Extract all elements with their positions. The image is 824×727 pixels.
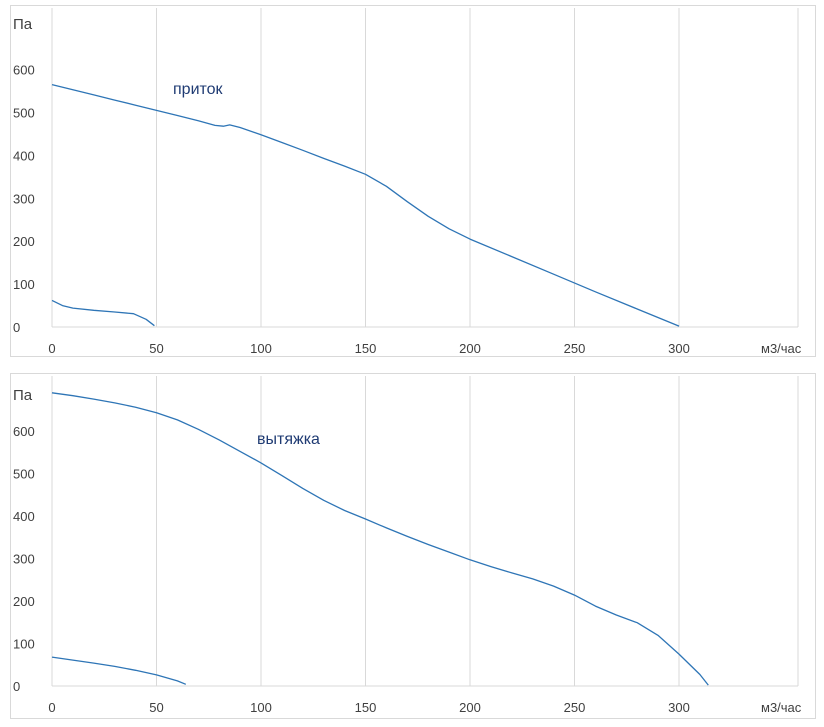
chart-annotation: вытяжка — [257, 431, 320, 448]
supply-chart: 0 100 200 300 400 500 600 0 50 100 150 200 250 300 м3/… — [13, 8, 802, 356]
exhaust-chart-panel: 0 100 200 300 400 500 600 0 50 100 150 200 250 300 м3/… — [10, 373, 816, 719]
pressure-curve-max — [51, 83, 680, 327]
x-tick-label: 100 — [250, 341, 272, 356]
x-tick-label: 50 — [149, 341, 163, 356]
x-axis-label: м3/час — [761, 341, 802, 356]
y-tick-label: 200 — [13, 594, 35, 609]
x-tick-label: 300 — [668, 341, 690, 356]
y-tick-label: 400 — [13, 148, 35, 163]
x-tick-label: 150 — [355, 700, 377, 715]
x-tick-label: 0 — [48, 341, 55, 356]
x-tick-label: 0 — [48, 700, 55, 715]
pressure-curve-min — [51, 656, 187, 685]
y-tick-label: 600 — [13, 424, 35, 439]
pressure-curve-max — [51, 392, 709, 686]
y-tick-label: 300 — [13, 552, 35, 567]
x-axis-label: м3/час — [761, 700, 802, 715]
x-tick-label: 50 — [149, 700, 163, 715]
y-tick-label: 500 — [13, 106, 35, 121]
x-tick-label: 200 — [459, 700, 481, 715]
x-tick-label: 150 — [355, 341, 377, 356]
y-tick-label: 0 — [13, 320, 20, 335]
y-tick-label: 0 — [13, 679, 20, 694]
chart-annotation: приток — [173, 81, 224, 98]
y-tick-label: 500 — [13, 467, 35, 482]
y-axis-label: Па — [13, 387, 33, 404]
y-tick-label: 200 — [13, 234, 35, 249]
pressure-curve-min — [51, 299, 155, 327]
y-tick-label: 300 — [13, 191, 35, 206]
x-tick-label: 250 — [564, 700, 586, 715]
y-tick-label: 100 — [13, 637, 35, 652]
supply-chart-panel: 0 100 200 300 400 500 600 0 50 100 150 200 250 300 м3/… — [10, 5, 816, 357]
y-axis-label: Па — [13, 16, 33, 33]
x-tick-label: 300 — [668, 700, 690, 715]
exhaust-chart: 0 100 200 300 400 500 600 0 50 100 150 200 250 300 м3/… — [13, 376, 802, 715]
y-tick-label: 100 — [13, 277, 35, 292]
x-tick-label: 250 — [564, 341, 586, 356]
y-tick-label: 400 — [13, 509, 35, 524]
x-tick-label: 100 — [250, 700, 272, 715]
x-tick-label: 200 — [459, 341, 481, 356]
y-tick-label: 600 — [13, 63, 35, 78]
